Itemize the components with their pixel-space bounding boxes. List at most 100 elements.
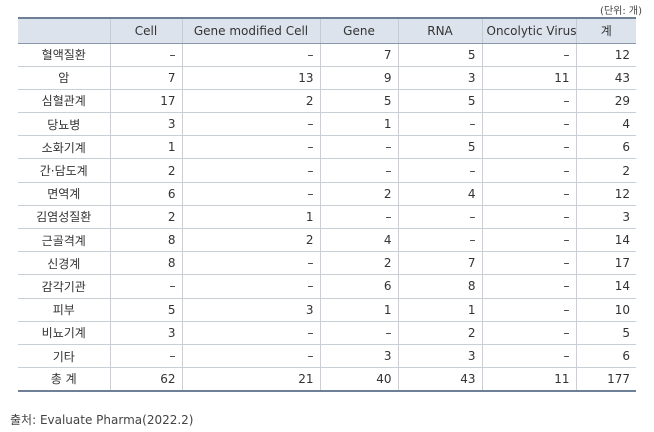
row-label: 근골격계 [18,228,110,253]
table-cell: 2 [181,228,320,253]
header-gene: Gene [319,17,398,44]
table-cell: 2 [319,182,398,206]
table-cell: 14 [575,228,636,253]
source-note: 출처: Evaluate Pharma(2022.2) [10,413,194,427]
table-cell: 17 [109,89,182,114]
table-cell: 5 [319,89,398,114]
table-cell: 3 [397,344,482,369]
table-cell: 43 [575,66,636,90]
header-oncolytic-virus: Oncolytic Virus [481,17,576,44]
table-cell: 2 [109,158,182,183]
table-cell: 2 [181,89,320,114]
table-cell: – [181,43,320,67]
table-row: 혈액질환 – –7 5–12 [18,43,636,67]
row-label: 심혈관계 [18,89,110,114]
table-cell: – [481,112,576,137]
table-cell: – [319,158,398,183]
table-cell: 10 [575,298,636,322]
header-cell: Cell [109,17,182,44]
table-cell: 12 [575,43,636,67]
table-cell: 1 [181,205,320,230]
table-cell: 6 [319,274,398,299]
table-cell: 7 [319,43,398,67]
table-cell: 4 [575,112,636,137]
table-cell: 2 [397,321,482,345]
table-cell: 5 [397,135,482,160]
table-cell: 8 [109,251,182,276]
table-cell: 40 [319,367,398,392]
table-cell: – [181,321,320,345]
row-label: 혈액질환 [18,43,110,67]
table-cell: – [181,251,320,276]
table-cell: 3 [319,344,398,369]
table-cell: 29 [575,89,636,114]
table-cell: – [397,112,482,137]
row-label: 면역계 [18,182,110,206]
table-row: 피부 5 3 1 1–10 [18,298,636,322]
table-cell: – [481,298,576,322]
table-cell: 6 [575,135,636,160]
table-cell: – [181,112,320,137]
table-cell: – [319,205,398,230]
table-cell: 3 [109,321,182,345]
table-cell: 3 [397,66,482,90]
table-cell: – [181,274,320,299]
table-cell: – [181,158,320,183]
total-row: 총 계 62 21 40 43 11 177 [18,367,636,392]
table-row: 기타 – –3 3–6 [18,344,636,369]
header-total: 계 [575,17,636,44]
table-cell: – [109,274,182,299]
row-label: 피부 [18,298,110,322]
table-cell: – [481,205,576,230]
table-cell: 12 [575,182,636,206]
table-cell: – [481,89,576,114]
table-cell: – [397,205,482,230]
row-label: 신경계 [18,251,110,276]
header-gene-modified-cell: Gene modified Cell [181,17,320,44]
table-cell: 17 [575,251,636,276]
table-cell: 2 [109,205,182,230]
table-row: 소화기계 1– –5–6 [18,135,636,160]
row-label: 총 계 [18,367,110,392]
table-cell: 1 [319,298,398,322]
table-cell: – [481,321,576,345]
table-cell: 8 [109,228,182,253]
table-cell: 5 [397,43,482,67]
row-label: 소화기계 [18,135,110,160]
table-cell: 11 [481,66,576,90]
table-row: 감각기관 – –6 8–14 [18,274,636,299]
table-cell: 4 [397,182,482,206]
row-label: 비뇨기계 [18,321,110,345]
table-cell: – [109,43,182,67]
row-label: 당뇨병 [18,112,110,137]
table-cell: 2 [319,251,398,276]
table-cell: – [481,43,576,67]
table-cell: 21 [181,367,320,392]
table-row: 면역계 6–2 4–12 [18,182,636,206]
data-table: Cell Gene modified Cell Gene RNA Oncolyt… [18,17,636,392]
table-cell: – [481,251,576,276]
table-cell: 9 [319,66,398,90]
table-row: 김염성질환 2 1– – –3 [18,205,636,230]
table-cell: 5 [109,298,182,322]
table-cell: 43 [397,367,482,392]
row-label: 간·담도계 [18,158,110,183]
table-cell: – [319,321,398,345]
row-label: 기타 [18,344,110,369]
table-row: 당뇨병 3–1– –4 [18,112,636,137]
header-row: Cell Gene modified Cell Gene RNA Oncolyt… [18,17,636,44]
table-row: 암 7 13 9 3 11 43 [18,66,636,90]
table-cell: – [481,274,576,299]
table-cell: 4 [319,228,398,253]
table-cell: – [181,135,320,160]
header-corner [18,17,110,44]
header-rna: RNA [397,17,482,44]
table-row: 심혈관계 17 2 5 5–29 [18,89,636,114]
table-cell: – [481,182,576,206]
table-cell: 3 [575,205,636,230]
table-cell: 6 [109,182,182,206]
table-cell: 11 [481,367,576,392]
table-cell: – [481,158,576,183]
table-cell: 5 [575,321,636,345]
table-row: 신경계 8–2 7–17 [18,251,636,276]
